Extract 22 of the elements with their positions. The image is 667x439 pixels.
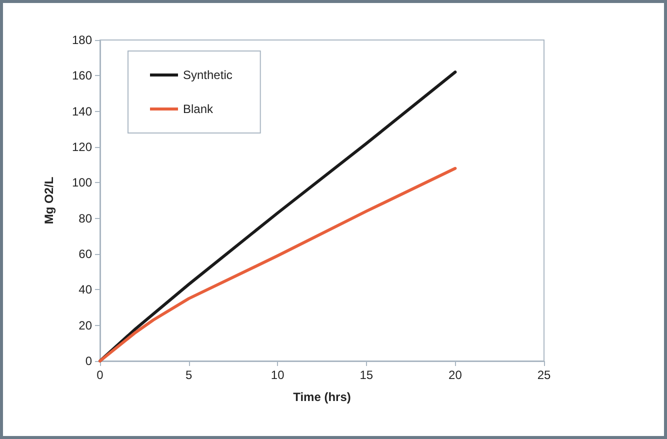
x-tick-label: 0 (96, 368, 104, 382)
y-tick-label: 140 (72, 104, 92, 118)
x-tick-label: 15 (360, 368, 374, 382)
legend-label: Synthetic (183, 68, 232, 82)
line-series (98, 70, 457, 362)
x-axis-title: Time (hrs) (293, 390, 351, 404)
y-tick-label: 160 (72, 68, 92, 83)
legend-label: Blank (183, 102, 214, 116)
y-tick-label: 60 (78, 247, 92, 261)
line-series (98, 166, 457, 362)
y-axis-title: Mg O2/L (42, 176, 56, 224)
x-tick-label: 20 (448, 368, 462, 382)
x-tick-label: 25 (537, 368, 551, 382)
x-tick-label: 5 (185, 368, 192, 382)
y-tick-label: 40 (78, 282, 92, 297)
y-tick-label: 100 (72, 176, 92, 190)
x-tick-label: 10 (270, 368, 285, 382)
y-tick-label: 120 (72, 140, 92, 154)
y-tick-label: 0 (85, 354, 92, 368)
y-tick-label: 80 (78, 211, 92, 226)
y-tick-label: 180 (72, 33, 92, 47)
y-tick-label: 20 (78, 318, 92, 332)
